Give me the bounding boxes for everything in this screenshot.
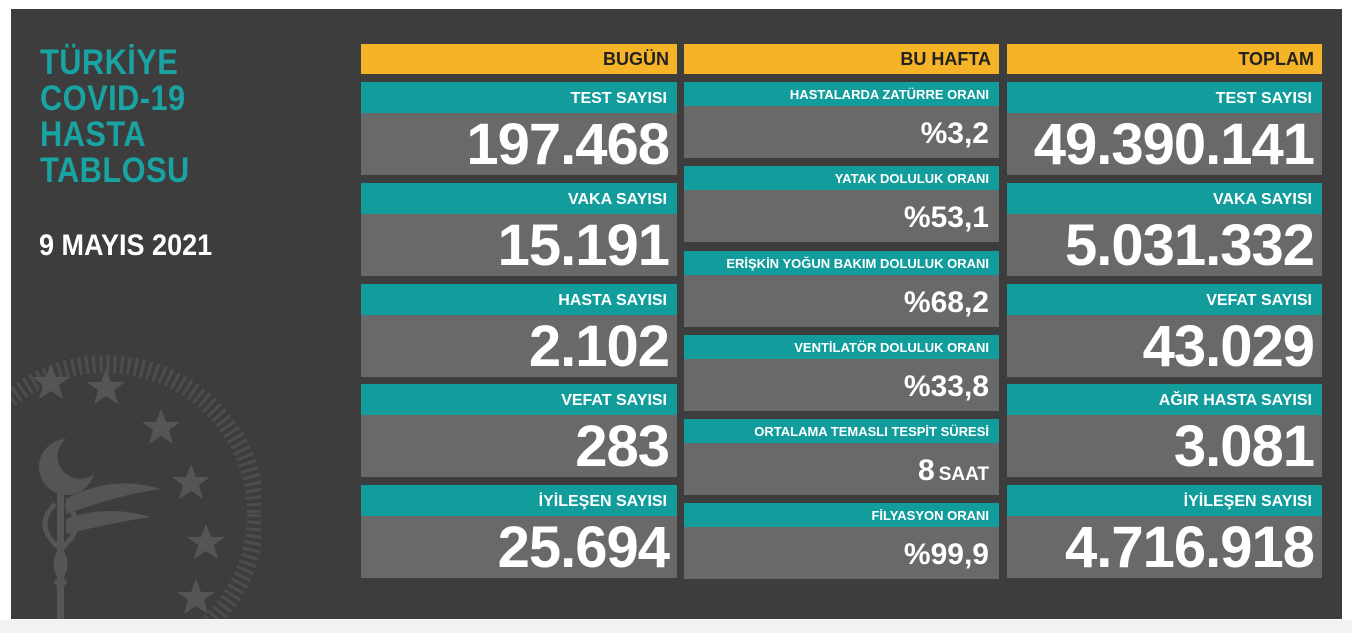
card-label: VAKA SAYISI (361, 183, 677, 214)
card-value: 8 SAAT (684, 443, 999, 495)
week-card-pneumonia: HASTALARDA ZATÜRRE ORANI %3,2 (684, 82, 999, 158)
card-label: ORTALAMA TEMASLI TESPİT SÜRESİ (684, 419, 999, 443)
card-value: 15.191 (361, 214, 677, 276)
card-label: TEST SAYISI (1007, 82, 1322, 113)
card-label: İYİLEŞEN SAYISI (1007, 485, 1322, 516)
card-value: 283 (361, 415, 677, 477)
card-value: 197.468 (361, 113, 677, 175)
week-card-ventilator-occupancy: VENTİLATÖR DOLULUK ORANI %33,8 (684, 335, 999, 411)
today-heading: BUGÜN (361, 44, 677, 74)
total-card-recovered: İYİLEŞEN SAYISI 4.716.918 (1007, 485, 1322, 578)
total-card-cases: VAKA SAYISI 5.031.332 (1007, 183, 1322, 276)
card-label: TEST SAYISI (361, 82, 677, 113)
week-card-contact-detection: ORTALAMA TEMASLI TESPİT SÜRESİ 8 SAAT (684, 419, 999, 495)
week-card-filiation: FİLYASYON ORANI %99,9 (684, 503, 999, 579)
report-date: 9 MAYIS 2021 (39, 229, 213, 262)
bottom-strip (0, 620, 1352, 633)
title-line: COVID-19 (40, 79, 186, 118)
card-label: İYİLEŞEN SAYISI (361, 485, 677, 516)
card-value: 49.390.141 (1007, 113, 1322, 175)
card-label: YATAK DOLULUK ORANI (684, 166, 999, 190)
card-label: VEFAT SAYISI (1007, 284, 1322, 315)
card-label: FİLYASYON ORANI (684, 503, 999, 527)
covid-dashboard-board: TÜRKİYE COVID-19 HASTA TABLOSU 9 MAYIS 2… (11, 9, 1342, 619)
card-value: %3,2 (684, 106, 999, 158)
card-value: 4.716.918 (1007, 516, 1322, 578)
today-card-deaths: VEFAT SAYISI 283 (361, 384, 677, 477)
total-card-severe: AĞIR HASTA SAYISI 3.081 (1007, 384, 1322, 477)
card-label: HASTALARDA ZATÜRRE ORANI (684, 82, 999, 106)
card-label: HASTA SAYISI (361, 284, 677, 315)
card-value: 2.102 (361, 315, 677, 377)
card-value: 3.081 (1007, 415, 1322, 477)
card-value: %33,8 (684, 359, 999, 411)
card-value: 25.694 (361, 516, 677, 578)
today-card-cases: VAKA SAYISI 15.191 (361, 183, 677, 276)
week-heading: BU HAFTA (684, 44, 999, 74)
title-line: TABLOSU (40, 151, 190, 190)
ministry-of-health-emblem-icon (11, 355, 261, 619)
card-value: %68,2 (684, 275, 999, 327)
total-card-test: TEST SAYISI 49.390.141 (1007, 82, 1322, 175)
card-value: 43.029 (1007, 315, 1322, 377)
today-card-test: TEST SAYISI 197.468 (361, 82, 677, 175)
card-label: VENTİLATÖR DOLULUK ORANI (684, 335, 999, 359)
week-card-bed-occupancy: YATAK DOLULUK ORANI %53,1 (684, 166, 999, 242)
card-value-number: 8 (918, 454, 935, 487)
card-label: ERİŞKİN YOĞUN BAKIM DOLULUK ORANI (684, 251, 999, 275)
card-value-unit: SAAT (938, 464, 989, 485)
card-label: AĞIR HASTA SAYISI (1007, 384, 1322, 415)
page-title: TÜRKİYE COVID-19 HASTA TABLOSU (40, 45, 190, 189)
title-line: HASTA (40, 115, 147, 154)
title-line: TÜRKİYE (40, 43, 179, 82)
card-value: 5.031.332 (1007, 214, 1322, 276)
total-column: TOPLAM TEST SAYISI 49.390.141 VAKA SAYIS… (1007, 44, 1322, 578)
card-label: VAKA SAYISI (1007, 183, 1322, 214)
today-card-recovered: İYİLEŞEN SAYISI 25.694 (361, 485, 677, 578)
card-value: %99,9 (684, 527, 999, 579)
week-card-icu-occupancy: ERİŞKİN YOĞUN BAKIM DOLULUK ORANI %68,2 (684, 251, 999, 327)
card-label: VEFAT SAYISI (361, 384, 677, 415)
today-card-patients: HASTA SAYISI 2.102 (361, 284, 677, 377)
total-heading: TOPLAM (1007, 44, 1322, 74)
today-column: BUGÜN TEST SAYISI 197.468 VAKA SAYISI 15… (361, 44, 677, 578)
total-card-deaths: VEFAT SAYISI 43.029 (1007, 284, 1322, 377)
card-value: %53,1 (684, 190, 999, 242)
week-column: BU HAFTA HASTALARDA ZATÜRRE ORANI %3,2 Y… (684, 44, 999, 579)
